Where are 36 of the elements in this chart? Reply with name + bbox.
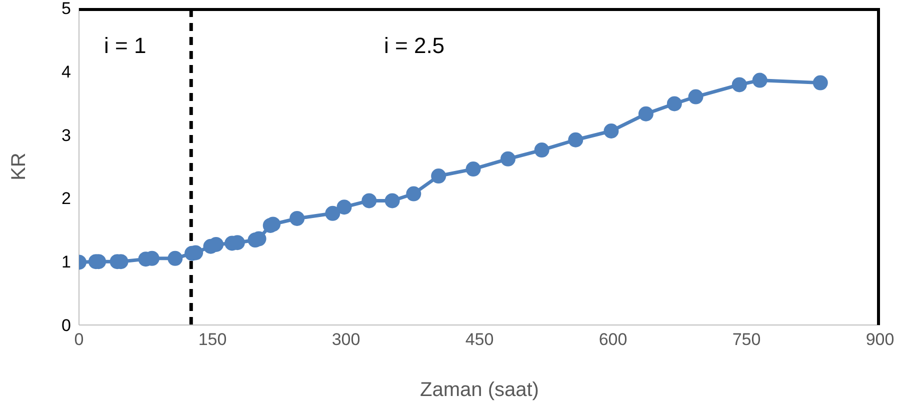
x-axis-title: Zaman (saat) (420, 379, 539, 401)
point (688, 89, 704, 104)
point (812, 75, 828, 90)
point (752, 72, 768, 88)
x-tick-label: 750 (732, 330, 761, 350)
point (384, 193, 400, 208)
x-tick-label: 900 (866, 330, 894, 350)
point (638, 106, 654, 122)
y-axis-title: KR (8, 152, 30, 180)
point (431, 168, 446, 184)
point (168, 250, 183, 266)
point (568, 132, 584, 148)
point (406, 186, 422, 202)
y-tick-label: 1 (62, 252, 71, 272)
annotation: i = 2.5 (384, 33, 445, 59)
x-tick-label: 300 (332, 330, 360, 350)
point (290, 210, 305, 226)
point (604, 123, 619, 138)
y-tick-label: 5 (62, 0, 71, 18)
y-tick-label: 3 (62, 126, 71, 145)
y-tick-label: 4 (62, 62, 71, 82)
y-tick-label: 0 (62, 316, 71, 336)
point (534, 142, 550, 158)
point (325, 206, 340, 221)
x-tick-label: 450 (465, 330, 494, 350)
x-tick-label: 600 (598, 330, 628, 350)
point (666, 96, 682, 112)
y-tick-label: 2 (62, 189, 71, 208)
x-tick-label: 0 (74, 330, 84, 350)
point (500, 151, 516, 166)
point (362, 193, 377, 208)
x-tick-label: 150 (198, 330, 227, 350)
annotation: i = 1 (104, 33, 146, 59)
point (732, 77, 747, 92)
point (466, 162, 481, 177)
point (336, 200, 352, 215)
